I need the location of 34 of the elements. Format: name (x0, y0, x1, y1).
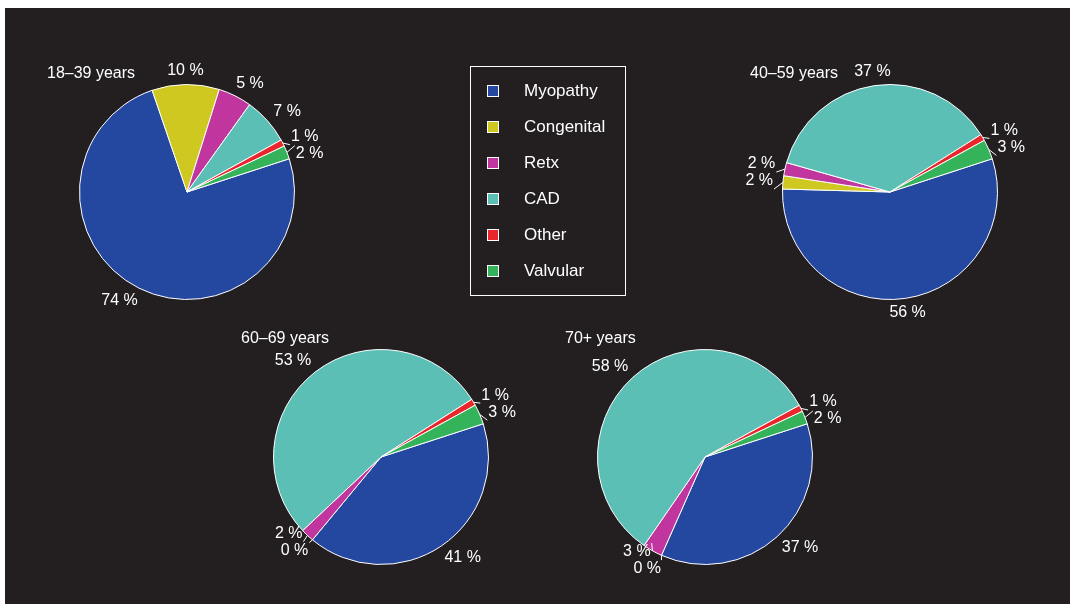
data-label: 3 % (997, 137, 1025, 155)
data-label: 1 % (481, 385, 509, 403)
data-label: 37 % (854, 62, 891, 80)
chart-title: 60–69 years (241, 329, 330, 347)
legend-label: Other (524, 225, 567, 245)
data-label: 5 % (236, 73, 264, 91)
data-label: 2 % (295, 144, 324, 162)
data-label: 1 % (290, 127, 319, 145)
data-label: 1 % (809, 392, 837, 410)
data-label: 2 % (813, 409, 842, 427)
data-label: 7 % (273, 101, 301, 119)
chart-title: 18–39 years (47, 64, 136, 82)
data-label: 3 % (623, 541, 651, 559)
chart-title: 70+ years (565, 329, 636, 347)
text: 0 % (280, 541, 309, 559)
legend-label: CAD (524, 189, 560, 209)
legend-label: Retx (524, 153, 559, 173)
text: 0 % (633, 558, 661, 576)
data-label: 41 % (444, 547, 481, 565)
data-label: 10 % (167, 60, 204, 78)
data-label: 2 % (747, 154, 776, 172)
data-label: 1 % (990, 120, 1019, 138)
data-label: 37 % (781, 537, 819, 555)
data-label: 53 % (274, 351, 312, 369)
data-label: 2 % (274, 524, 303, 542)
data-label: 58 % (591, 357, 629, 375)
chart-title: 40–59 years (750, 64, 839, 82)
data-label: 74 % (101, 291, 138, 309)
data-label: 2 % (745, 171, 773, 189)
data-label: 3 % (488, 402, 516, 420)
data-label: 56 % (889, 302, 926, 320)
legend-label: Myopathy (524, 81, 598, 101)
legend-label: Congenital (524, 117, 606, 137)
legend-label: Valvular (524, 261, 585, 281)
